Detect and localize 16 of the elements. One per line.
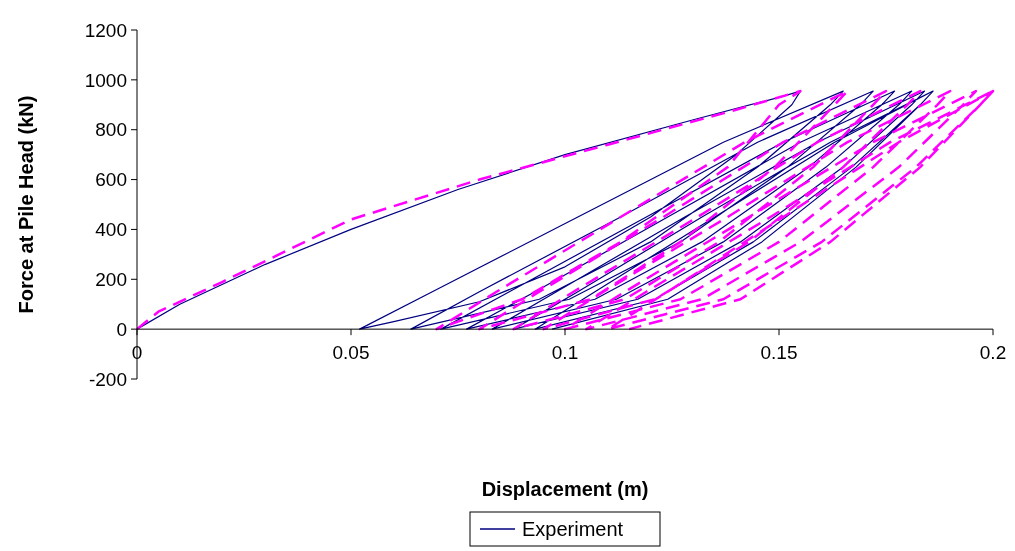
y-tick-label: 200 [95, 268, 127, 290]
x-tick-label: 0.2 [979, 342, 1007, 364]
y-tick-label: 800 [95, 119, 127, 141]
y-tick-label: 400 [95, 219, 127, 241]
x-axis-title: Displacement (m) [481, 478, 649, 500]
y-tick-label: 0 [116, 318, 127, 340]
y-tick-label: 1200 [84, 19, 127, 41]
y-tick-label: 1000 [84, 69, 127, 91]
legend-label: Experiment [522, 518, 624, 540]
x-tick-label: 0 [131, 342, 143, 364]
y-axis-title: Force at Pile Head (kN) [15, 95, 37, 314]
x-tick-label: 0.05 [332, 342, 370, 364]
x-tick-label: 0.15 [760, 342, 798, 364]
y-tick-label: -200 [88, 368, 127, 390]
y-tick-label: 600 [95, 169, 127, 191]
x-tick-label: 0.1 [551, 342, 579, 364]
